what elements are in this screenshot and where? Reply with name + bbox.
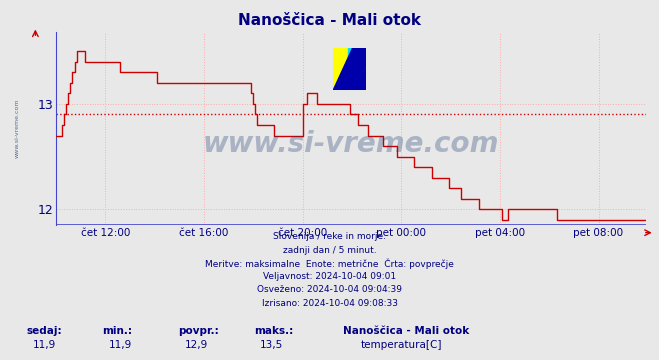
Text: povpr.:: povpr.: [178,326,219,336]
Polygon shape [333,48,366,90]
Text: Nanoščica - Mali otok: Nanoščica - Mali otok [343,326,469,336]
Text: temperatura[C]: temperatura[C] [361,340,443,350]
Text: 13,5: 13,5 [260,340,283,350]
Text: 12,9: 12,9 [185,340,208,350]
Text: sedaj:: sedaj: [26,326,62,336]
Text: 11,9: 11,9 [109,340,132,350]
Text: Meritve: maksimalne  Enote: metrične  Črta: povprečje: Meritve: maksimalne Enote: metrične Črta… [205,259,454,269]
Text: www.si-vreme.com: www.si-vreme.com [203,130,499,158]
Text: Nanoščica - Mali otok: Nanoščica - Mali otok [238,13,421,28]
Polygon shape [348,67,366,90]
Text: 11,9: 11,9 [33,340,56,350]
Text: www.si-vreme.com: www.si-vreme.com [15,99,20,158]
Text: Slovenija / reke in morje.: Slovenija / reke in morje. [273,232,386,241]
Text: min.:: min.: [102,326,132,336]
Bar [348,48,366,90]
Text: maks.:: maks.: [254,326,293,336]
Text: zadnji dan / 5 minut.: zadnji dan / 5 minut. [283,246,376,255]
Text: Osveženo: 2024-10-04 09:04:39: Osveženo: 2024-10-04 09:04:39 [257,285,402,294]
Text: Izrisano: 2024-10-04 09:08:33: Izrisano: 2024-10-04 09:08:33 [262,299,397,308]
Text: Veljavnost: 2024-10-04 09:01: Veljavnost: 2024-10-04 09:01 [263,272,396,281]
